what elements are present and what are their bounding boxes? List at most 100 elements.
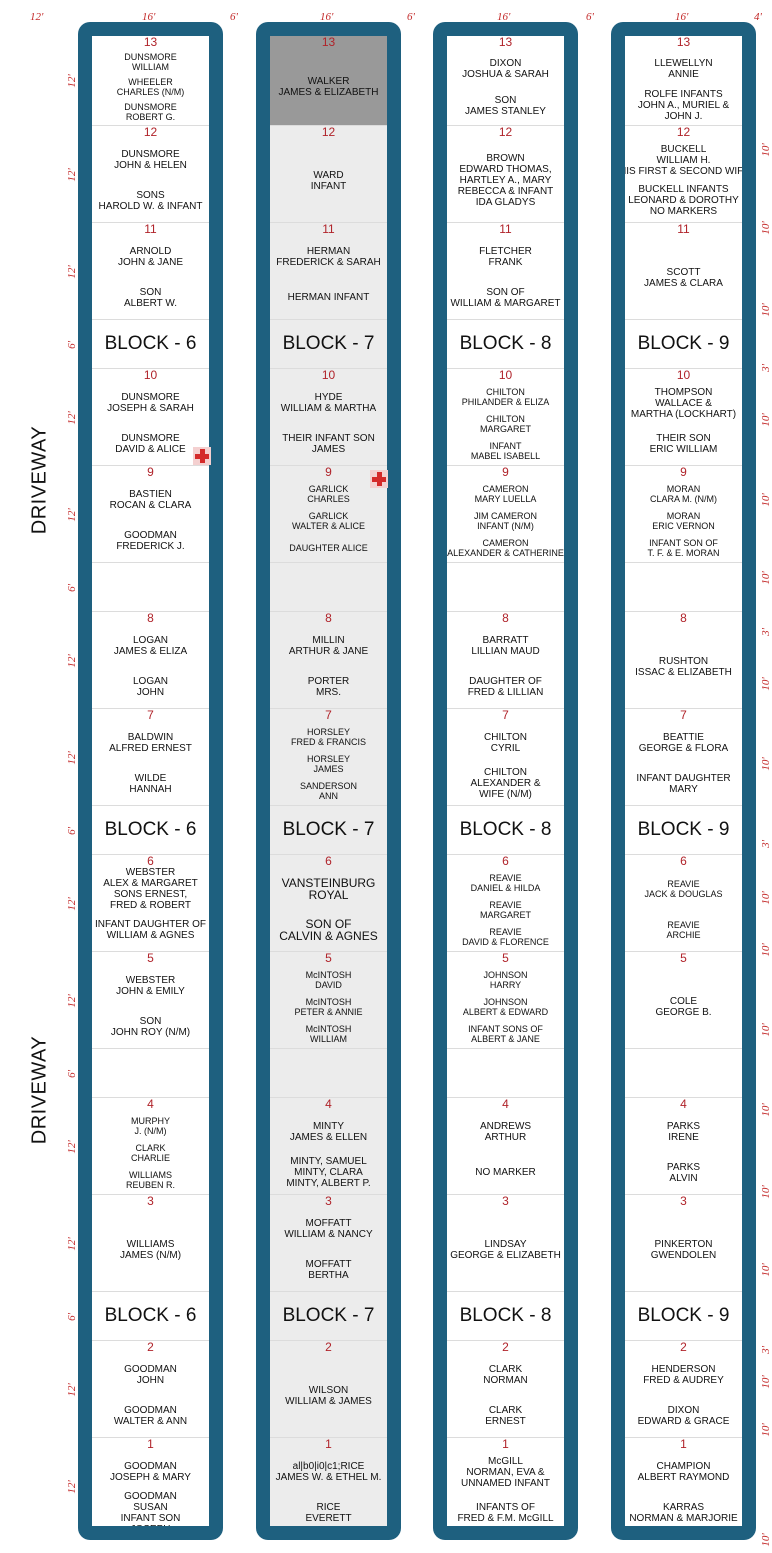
burial-name: GOODMAN JOSEPH & MARY	[110, 1461, 191, 1484]
plot-row[interactable]: 8 MILLIN ARTHUR & JANE PORTER MRS.	[270, 612, 387, 709]
right-dimension-label: 10'	[760, 493, 772, 507]
plot-row[interactable]: 5 McINTOSH DAVID McINTOSH PETER & ANNIE McI…	[270, 952, 387, 1049]
plot-number: 4	[502, 1097, 509, 1111]
right-dimension-label: 3'	[760, 364, 772, 372]
plot-row[interactable]: 7 BALDWIN ALFRED ERNEST WILDE HANNAH	[92, 709, 209, 806]
plot-row[interactable]: 12 BROWN EDWARD THOMAS, HARTLEY A., MARY …	[447, 126, 564, 223]
block-label-row: BLOCK - 7	[270, 320, 387, 369]
plot-row[interactable]: 11 HERMAN FREDERICK & SARAH HERMAN INFANT	[270, 223, 387, 320]
plot-row[interactable]: 13 WALKER JAMES & ELIZABETH	[270, 36, 387, 126]
plot-row[interactable]: 10 HYDE WILLIAM & MARTHA THEIR INFANT SON …	[270, 369, 387, 466]
burial-name: RICE EVERETT	[305, 1501, 352, 1524]
plot-row[interactable]: 1 CHAMPION ALBERT RAYMOND KARRAS NORMAN & …	[625, 1438, 742, 1526]
plot-number: 9	[502, 465, 509, 479]
plot-row[interactable]: 1 al|b0|i0|c1;RICE JAMES W. & ETHEL M. RIC…	[270, 1438, 387, 1526]
block-strip: 13 DUNSMORE WILLIAM WHEELER CHARLES (N/M) D…	[78, 22, 223, 1540]
burial-name: BUCKELL WILLIAM H. HIS FIRST & SECOND WI…	[625, 143, 742, 177]
plot-row[interactable]: 13 DUNSMORE WILLIAM WHEELER CHARLES (N/M) D…	[92, 36, 209, 126]
burial-name: CLARK CHARLIE	[130, 1142, 170, 1163]
plot-row[interactable]: 4 MURPHY J. (N/M) CLARK CHARLIE WILLIAMS RE…	[92, 1098, 209, 1195]
plot-number: 7	[680, 708, 687, 722]
plot-row[interactable]: 6 WEBSTER ALEX & MARGARET SONS ERNEST, FR…	[92, 855, 209, 952]
plot-row[interactable]: 7 BEATTIE GEORGE & FLORA INFANT DAUGHTER M…	[625, 709, 742, 806]
plot-row[interactable]: 5 WEBSTER JOHN & EMILY SON JOHN ROY (N/M)	[92, 952, 209, 1049]
plot-number: 10	[498, 368, 513, 382]
burial-name: THOMPSON WALLACE & MARTHA (LOCKHART)	[630, 386, 737, 420]
plot-row[interactable]: 6 REAVIE DANIEL & HILDA REAVIE MARGARET REA…	[447, 855, 564, 952]
plot-row[interactable]: 13 DIXON JOSHUA & SARAH SON JAMES STANLEY	[447, 36, 564, 126]
plot-row[interactable]: 10 DUNSMORE JOSEPH & SARAH DUNSMORE DAVID …	[92, 369, 209, 466]
plot-row[interactable]: 9 BASTIEN ROCAN & CLARA GOODMAN FREDERICK …	[92, 466, 209, 563]
plot-row[interactable]: 6 VANSTEINBURG ROYAL SON OF CALVIN & AGNES	[270, 855, 387, 952]
plot-row[interactable]: 4 PARKS IRENE PARKS ALVIN	[625, 1098, 742, 1195]
plot-row[interactable]: 9 GARLICK CHARLES GARLICK WALTER & ALICE DA…	[270, 466, 387, 563]
plot-number: 1	[502, 1437, 509, 1451]
burial-name: CHILTON ALEXANDER & WIFE (N/M)	[470, 767, 541, 801]
burial-name: PORTER MRS.	[307, 675, 350, 698]
burial-name: WILLIAMS JAMES (N/M)	[119, 1238, 182, 1261]
left-dimension-label: 6'	[66, 340, 78, 349]
plot-row[interactable]: 2 CLARK NORMAN CLARK ERNEST	[447, 1341, 564, 1438]
plot-row[interactable]: 2 WILSON WILLIAM & JAMES	[270, 1341, 387, 1438]
plot-number: 13	[321, 36, 336, 49]
plot-row[interactable]: 3 PINKERTON GWENDOLEN	[625, 1195, 742, 1292]
burial-name: JOHNSON HARRY	[483, 969, 528, 990]
plot-number: 6	[502, 854, 509, 868]
plot-number: 11	[144, 222, 157, 236]
plot-row[interactable]: 1 GOODMAN JOSEPH & MARY GOODMAN SUSAN INFA…	[92, 1438, 209, 1527]
burial-name: McGILL NORMAN, EVA & UNNAMED INFANT	[461, 1455, 550, 1489]
plot-row[interactable]: 8 RUSHTON ISSAC & ELIZABETH	[625, 612, 742, 709]
burial-name: SON ALBERT W.	[124, 286, 177, 309]
plot-row[interactable]: 12 WARD INFANT	[270, 126, 387, 223]
plot-number: 10	[321, 368, 336, 382]
plot-row[interactable]: 5 JOHNSON HARRY JOHNSON ALBERT & EDWARD INF…	[447, 952, 564, 1049]
plot-row[interactable]: 3 WILLIAMS JAMES (N/M)	[92, 1195, 209, 1292]
top-dimension-label: 4'	[754, 11, 762, 23]
plot-row[interactable]: 11 SCOTT JAMES & CLARA	[625, 223, 742, 320]
plot-row[interactable]: 8 BARRATT LILLIAN MAUD DAUGHTER OF FRED & …	[447, 612, 564, 709]
plot-row[interactable]: 11 FLETCHER FRANK SON OF WILLIAM & MARGARE…	[447, 223, 564, 320]
plot-row[interactable]: 2 GOODMAN JOHN GOODMAN WALTER & ANN	[92, 1341, 209, 1438]
plot-row[interactable]: 8 LOGAN JAMES & ELIZA LOGAN JOHN	[92, 612, 209, 709]
plot-row[interactable]: 13 LLEWELLYN ANNIE ROLFE INFANTS JOHN A., …	[625, 36, 742, 126]
burial-name: INFANTS OF FRED & F.M. McGILL	[457, 1501, 554, 1524]
plot-row[interactable]: 4 MINTY JAMES & ELLEN MINTY, SAMUEL MINTY,…	[270, 1098, 387, 1195]
plot-number: 2	[147, 1340, 154, 1354]
plot-number: 10	[143, 368, 158, 382]
plot-row[interactable]: 7 HORSLEY FRED & FRANCIS HORSLEY JAMES SAND…	[270, 709, 387, 806]
block-label: BLOCK - 9	[637, 1305, 730, 1326]
plot-row[interactable]: 12 BUCKELL WILLIAM H. HIS FIRST & SECOND …	[625, 126, 742, 223]
plot-row[interactable]: 2 HENDERSON FRED & AUDREY DIXON EDWARD & G…	[625, 1341, 742, 1438]
burial-name: McINTOSH WILLIAM	[305, 1023, 352, 1044]
burial-name: MOFFATT BERTHA	[305, 1258, 352, 1281]
burial-name: WALKER JAMES & ELIZABETH	[278, 76, 379, 98]
block-label-row: BLOCK - 6	[92, 1292, 209, 1341]
block-label-row: BLOCK - 6	[92, 806, 209, 855]
plot-number: 7	[502, 708, 509, 722]
block-label: BLOCK - 9	[637, 333, 730, 354]
plot-row[interactable]: 4 ANDREWS ARTHUR NO MARKER	[447, 1098, 564, 1195]
plot-row[interactable]: 5 COLE GEORGE B.	[625, 952, 742, 1049]
burial-name: GOODMAN FREDERICK J.	[116, 529, 185, 552]
burial-name: HORSLEY JAMES	[306, 753, 350, 774]
plot-row[interactable]: 3 MOFFATT WILLIAM & NANCY MOFFATT BERTHA	[270, 1195, 387, 1292]
plot-row[interactable]: 1 McGILL NORMAN, EVA & UNNAMED INFANT INFA…	[447, 1438, 564, 1526]
plot-row[interactable]: 7 CHILTON CYRIL CHILTON ALEXANDER & WIFE (…	[447, 709, 564, 806]
plot-row[interactable]: 10 THOMPSON WALLACE & MARTHA (LOCKHART) TH…	[625, 369, 742, 466]
plot-row[interactable]: 10 CHILTON PHILANDER & ELIZA CHILTON MARGA…	[447, 369, 564, 466]
empty-row	[270, 1049, 387, 1098]
top-dimension-label: 16'	[675, 11, 689, 23]
plot-row[interactable]: 12 DUNSMORE JOHN & HELEN SONS HAROLD W. & …	[92, 126, 209, 223]
burial-name: WHEELER CHARLES (N/M)	[116, 77, 185, 97]
plot-row[interactable]: 11 ARNOLD JOHN & JANE SON ALBERT W.	[92, 223, 209, 320]
plot-row[interactable]: 9 MORAN CLARA M. (N/M) MORAN ERIC VERNON IN…	[625, 466, 742, 563]
right-dimension-label: 10'	[760, 677, 772, 691]
plot-row[interactable]: 9 CAMERON MARY LUELLA JIM CAMERON INFANT (…	[447, 466, 564, 563]
burial-name: BUCKELL INFANTS LEONARD & DOROTHY NO MAR…	[628, 184, 739, 218]
block-label-row: BLOCK - 7	[270, 806, 387, 855]
burial-name: COLE GEORGE B.	[655, 995, 712, 1018]
left-dimension-label: 12'	[66, 507, 78, 522]
plot-row[interactable]: 3 LINDSAY GEORGE & ELIZABETH	[447, 1195, 564, 1292]
empty-row	[447, 1049, 564, 1098]
plot-row[interactable]: 6 REAVIE JACK & DOUGLAS REAVIE ARCHIE	[625, 855, 742, 952]
